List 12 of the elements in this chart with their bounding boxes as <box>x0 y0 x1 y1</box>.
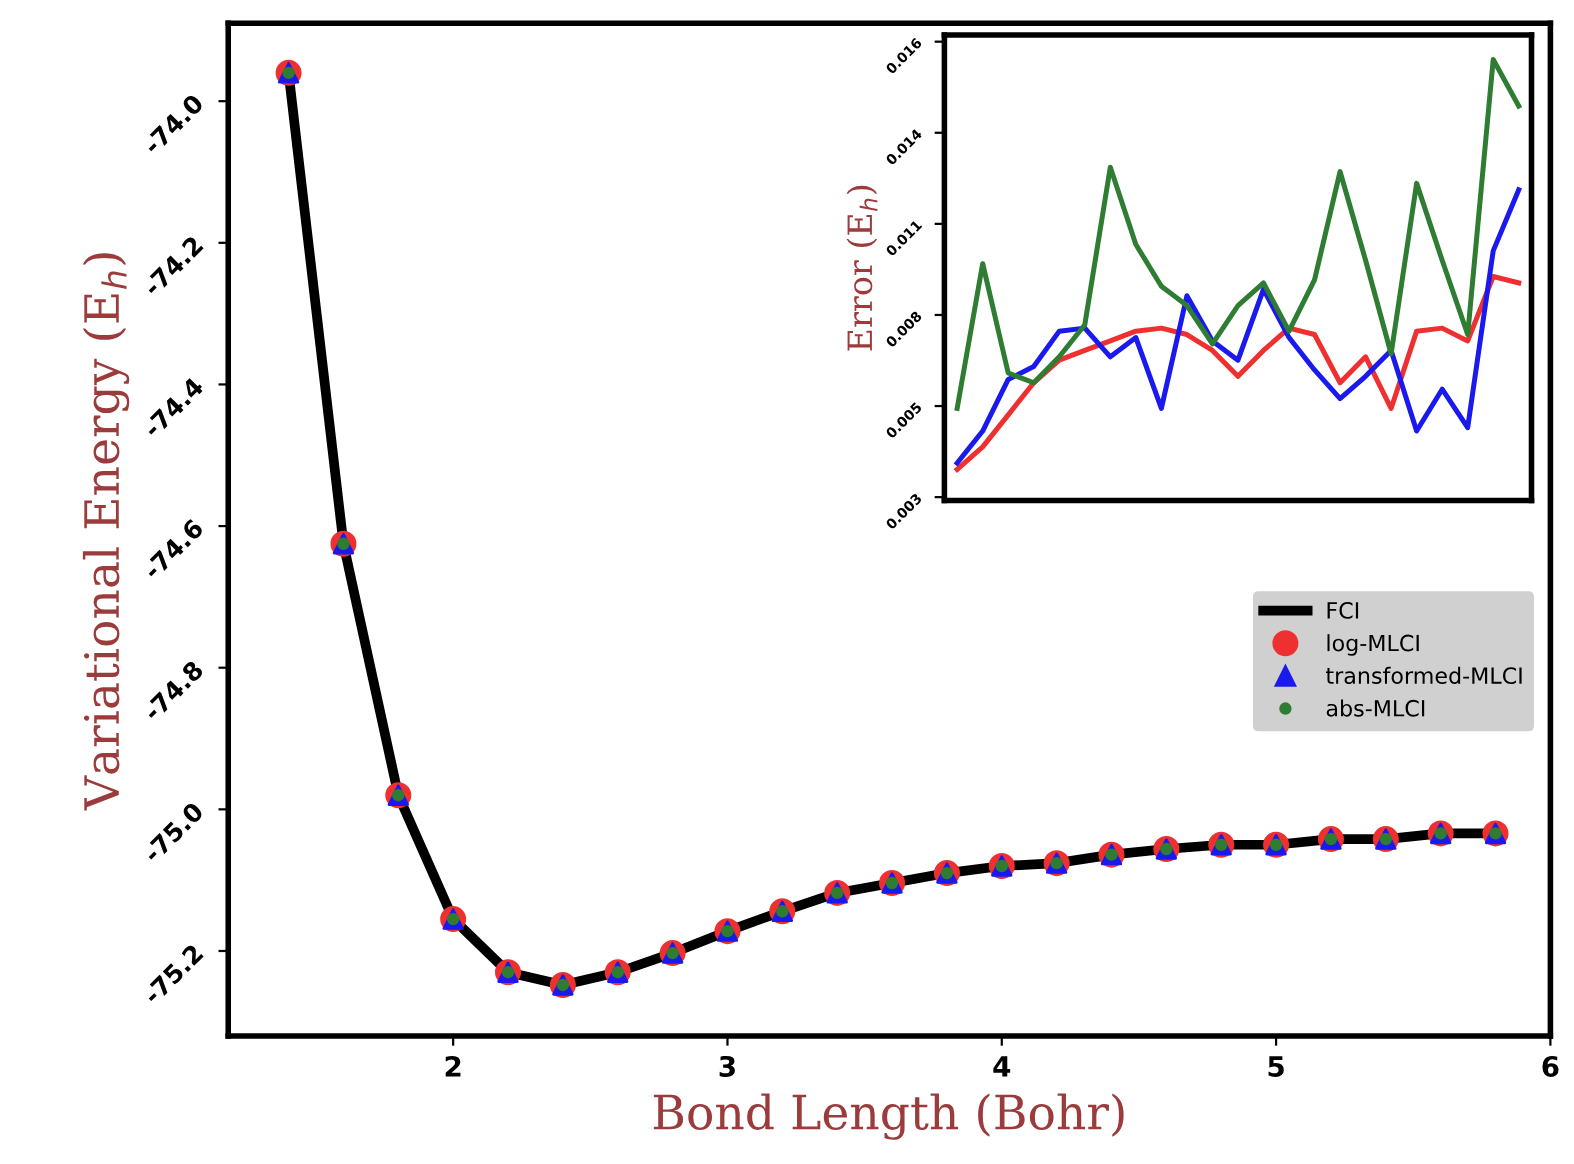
legend-label: log-MLCI <box>1327 634 1419 656</box>
y-axis-title: Error (E$_{h}$) <box>846 185 878 351</box>
legend-label: FCI <box>1327 601 1359 619</box>
x-axis-title: Bond Length (Bohr) <box>653 1093 1124 1140</box>
legend-label: abs-MLCI <box>1326 699 1425 717</box>
x-tick-label: 3 <box>719 1055 735 1077</box>
legend-label: transformed-MLCI <box>1326 666 1522 685</box>
x-tick-label: 4 <box>993 1056 1011 1077</box>
x-tick-label: 6 <box>1542 1055 1559 1077</box>
y-axis-title: Variational Energy (E$_{h}$) <box>82 253 130 811</box>
x-tick-label: 5 <box>1268 1056 1284 1077</box>
x-tick-label: 2 <box>445 1055 461 1077</box>
